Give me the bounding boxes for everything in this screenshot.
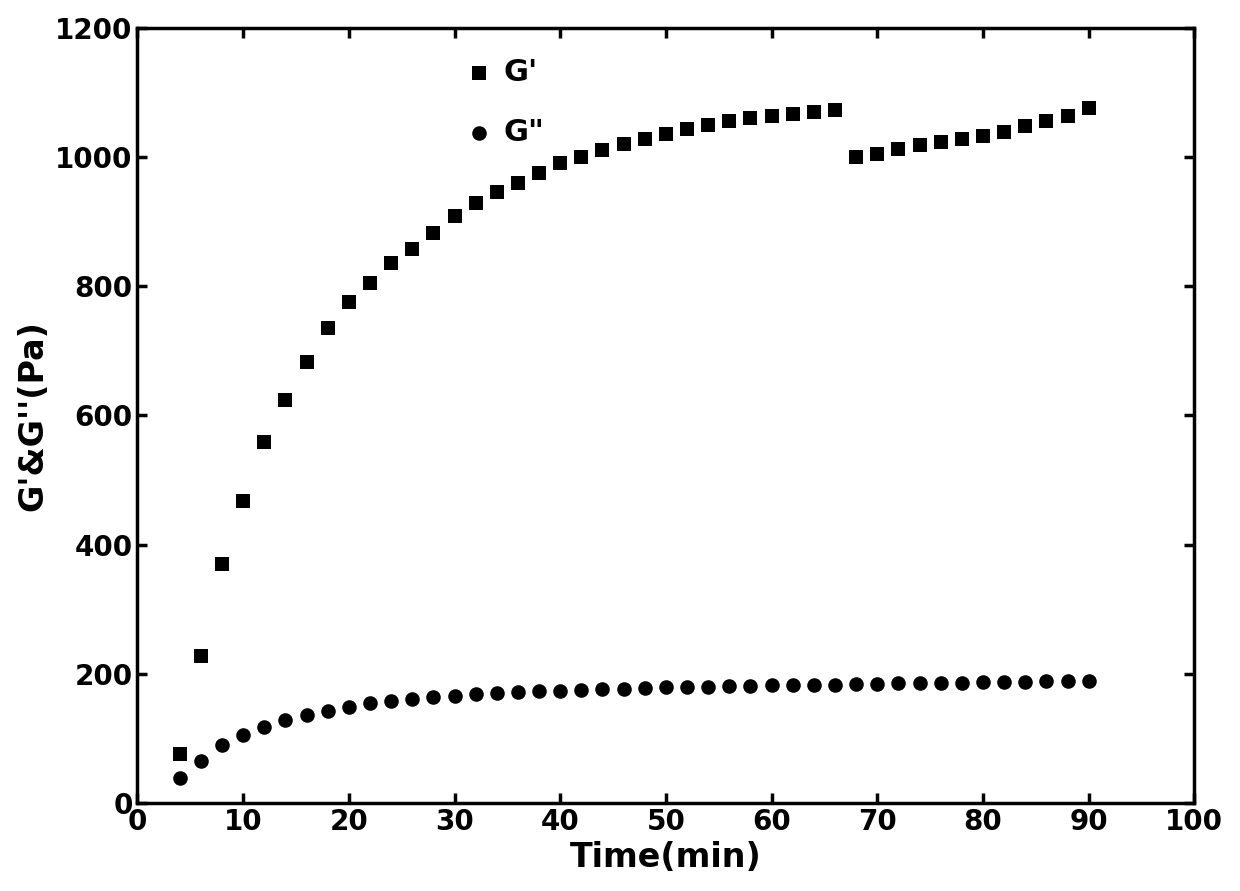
G" <box>487 686 507 700</box>
G' <box>445 209 465 224</box>
G" <box>212 738 232 752</box>
G" <box>719 679 739 693</box>
G" <box>317 703 337 717</box>
G' <box>296 356 316 370</box>
G" <box>254 720 274 734</box>
G' <box>635 132 655 146</box>
G" <box>910 676 930 691</box>
G" <box>804 677 823 691</box>
G' <box>170 748 190 762</box>
G' <box>761 109 781 123</box>
G' <box>719 114 739 128</box>
G' <box>360 275 379 290</box>
G" <box>529 684 549 699</box>
Y-axis label: G'&G''(Pa): G'&G''(Pa) <box>16 320 50 511</box>
G' <box>910 138 930 152</box>
G' <box>212 557 232 571</box>
G" <box>1016 675 1035 690</box>
G" <box>1058 674 1078 689</box>
G" <box>170 772 190 786</box>
Legend: G', G": G', G" <box>470 59 544 147</box>
G" <box>381 694 401 708</box>
G' <box>931 135 951 149</box>
G" <box>445 689 465 703</box>
G" <box>1037 674 1056 689</box>
G" <box>740 679 760 693</box>
G' <box>952 132 972 146</box>
G' <box>614 137 634 151</box>
G' <box>1058 109 1078 123</box>
G' <box>317 321 337 335</box>
G" <box>761 678 781 692</box>
G' <box>782 106 802 120</box>
G" <box>296 708 316 723</box>
G" <box>614 682 634 696</box>
G' <box>424 226 444 241</box>
G" <box>698 680 718 694</box>
G" <box>233 728 253 742</box>
G" <box>677 680 697 694</box>
G' <box>740 111 760 126</box>
G" <box>402 691 422 706</box>
G" <box>867 677 887 691</box>
G' <box>254 436 274 450</box>
G' <box>275 393 295 407</box>
X-axis label: Time(min): Time(min) <box>570 841 761 874</box>
G' <box>677 122 697 136</box>
G' <box>698 118 718 132</box>
G' <box>656 127 676 142</box>
G" <box>593 683 613 697</box>
G' <box>233 494 253 508</box>
G' <box>889 142 909 156</box>
G' <box>1079 102 1099 116</box>
G" <box>191 754 211 768</box>
G' <box>529 166 549 180</box>
G" <box>1079 674 1099 688</box>
G' <box>1037 114 1056 128</box>
G' <box>572 150 591 164</box>
G" <box>931 675 951 690</box>
G' <box>593 143 613 158</box>
G" <box>572 683 591 697</box>
G' <box>1016 119 1035 133</box>
G" <box>973 675 993 690</box>
G" <box>656 680 676 694</box>
G" <box>782 678 802 692</box>
G" <box>551 683 570 698</box>
G' <box>402 241 422 256</box>
G' <box>973 128 993 143</box>
G' <box>804 104 823 119</box>
G" <box>952 675 972 690</box>
G" <box>508 685 528 699</box>
G" <box>889 676 909 691</box>
G' <box>867 146 887 160</box>
G' <box>508 176 528 190</box>
G' <box>339 295 358 309</box>
G" <box>635 681 655 695</box>
G' <box>994 126 1014 140</box>
G" <box>360 696 379 710</box>
G' <box>381 257 401 271</box>
G' <box>466 196 486 210</box>
G" <box>846 677 866 691</box>
G' <box>191 649 211 663</box>
G" <box>275 713 295 727</box>
G' <box>825 102 844 117</box>
G" <box>424 690 444 704</box>
G" <box>825 677 844 691</box>
G" <box>466 687 486 701</box>
G" <box>339 699 358 714</box>
G' <box>487 185 507 200</box>
G' <box>551 156 570 170</box>
G" <box>994 675 1014 690</box>
G' <box>846 150 866 164</box>
